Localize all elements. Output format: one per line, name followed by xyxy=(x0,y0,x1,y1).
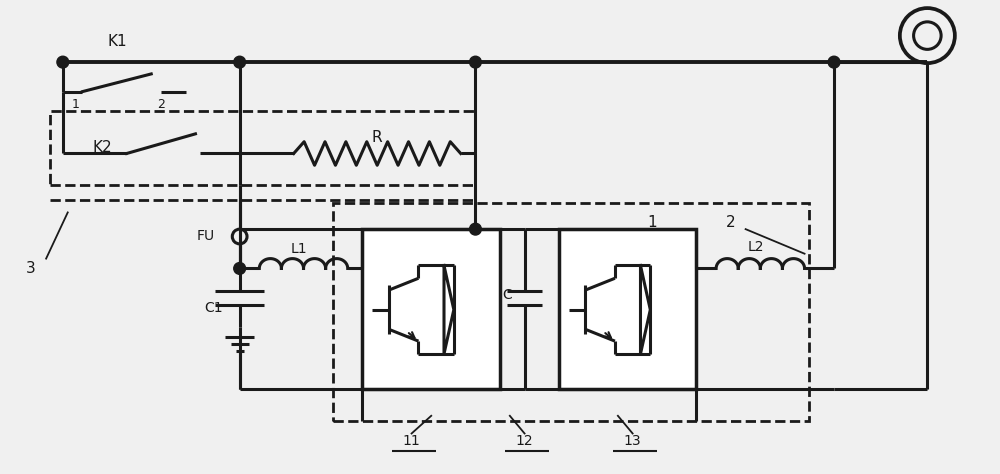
Text: 12: 12 xyxy=(516,434,533,448)
Text: L1: L1 xyxy=(290,242,307,255)
Circle shape xyxy=(470,56,481,68)
Text: 1: 1 xyxy=(647,215,657,230)
Text: 13: 13 xyxy=(624,434,641,448)
Bar xyxy=(333,202,809,421)
Circle shape xyxy=(828,56,840,68)
Text: C1: C1 xyxy=(204,301,222,315)
Bar xyxy=(559,229,696,389)
Text: R: R xyxy=(372,130,383,145)
Bar xyxy=(362,229,500,389)
Text: 2: 2 xyxy=(157,99,165,111)
Text: K2: K2 xyxy=(92,140,112,155)
Circle shape xyxy=(234,56,246,68)
Text: FU: FU xyxy=(196,229,214,243)
Circle shape xyxy=(234,263,246,274)
Text: K1: K1 xyxy=(107,34,127,49)
Text: C: C xyxy=(502,288,512,302)
Text: L2: L2 xyxy=(747,240,764,254)
Text: 2: 2 xyxy=(726,215,736,230)
Text: 11: 11 xyxy=(403,434,420,448)
Bar xyxy=(50,111,475,185)
Text: 1: 1 xyxy=(72,99,80,111)
Circle shape xyxy=(470,223,481,235)
Text: 3: 3 xyxy=(26,261,35,276)
Circle shape xyxy=(57,56,69,68)
